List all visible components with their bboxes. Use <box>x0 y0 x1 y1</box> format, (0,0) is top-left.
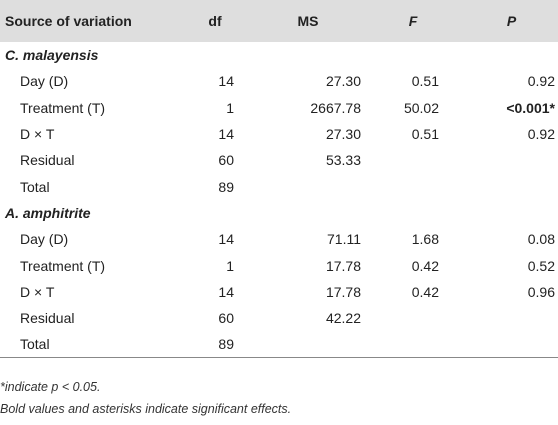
cell-ms: 17.78 <box>325 257 361 274</box>
cell-df: 14 <box>218 126 234 143</box>
cell-df: 14 <box>218 73 234 90</box>
cell-ms: 27.30 <box>325 73 361 90</box>
table-row: Day (D) 14 27.30 0.51 0.92 <box>0 68 558 94</box>
cell-df: 1 <box>226 99 234 116</box>
cell-f <box>361 305 465 331</box>
cell-df: 14 <box>218 283 234 300</box>
header-source: Source of variation <box>5 13 132 29</box>
cell-df: 14 <box>218 231 234 248</box>
cell-f: 0.42 <box>411 257 439 274</box>
cell-f <box>361 173 465 199</box>
table-row: Day (D) 14 71.11 1.68 0.08 <box>0 226 558 252</box>
table-footnotes: *indicate p < 0.05. Bold values and aste… <box>0 376 558 420</box>
table-row: D × T 14 27.30 0.51 0.92 <box>0 121 558 147</box>
header-row: Source of variation df MS F P <box>0 0 558 42</box>
cell-f <box>361 331 465 359</box>
table-row: Total 89 <box>0 331 558 359</box>
cell-df: 60 <box>218 152 234 169</box>
cell-ms: 2667.78 <box>310 99 361 116</box>
cell-f <box>361 147 465 173</box>
group-name: C. malayensis <box>5 47 99 64</box>
cell-source: Day (D) <box>20 231 69 248</box>
cell-p <box>465 147 558 173</box>
header-ms: MS <box>297 13 319 29</box>
cell-p <box>465 331 558 359</box>
cell-p: <0.001* <box>506 99 555 116</box>
cell-ms <box>255 173 361 199</box>
table-row: D × T 14 17.78 0.42 0.96 <box>0 279 558 305</box>
cell-ms: 71.11 <box>327 231 361 248</box>
cell-source: Residual <box>20 310 75 327</box>
table-row: Residual 60 42.22 <box>0 305 558 331</box>
cell-f: 50.02 <box>403 99 439 116</box>
group-row: A. amphitrite <box>0 200 558 226</box>
cell-df: 60 <box>218 310 234 327</box>
cell-source: Residual <box>20 152 75 169</box>
header-df: df <box>208 13 222 29</box>
cell-ms: 17.78 <box>325 283 361 300</box>
footnote-significance: *indicate p < 0.05. <box>0 380 101 394</box>
cell-f: 1.68 <box>411 231 439 248</box>
cell-ms: 27.30 <box>325 126 361 143</box>
cell-p: 0.96 <box>527 283 555 300</box>
cell-p: 0.92 <box>527 73 555 90</box>
table-body: C. malayensis Day (D) 14 27.30 0.51 0.92 Treat… <box>0 42 558 359</box>
anova-table: Source of variation df MS F P C. malayen… <box>0 0 558 359</box>
table-row: Residual 60 53.33 <box>0 147 558 173</box>
cell-p: 0.08 <box>527 231 555 248</box>
cell-df: 89 <box>175 331 255 359</box>
cell-ms: 53.33 <box>325 152 361 169</box>
cell-source: D × T <box>20 283 55 300</box>
group-name: A. amphitrite <box>5 204 91 221</box>
group-row: C. malayensis <box>0 42 558 68</box>
cell-source: Treatment (T) <box>20 257 106 274</box>
cell-p: 0.52 <box>527 257 555 274</box>
cell-ms <box>255 331 361 359</box>
cell-df: 89 <box>218 178 234 195</box>
table-row: Total 89 <box>0 173 558 199</box>
header-f: F <box>408 13 418 29</box>
cell-source: Treatment (T) <box>20 99 106 116</box>
cell-source: Total <box>0 331 175 359</box>
cell-p <box>465 305 558 331</box>
table-row: Treatment (T) 1 17.78 0.42 0.52 <box>0 252 558 278</box>
table-header: Source of variation df MS F P <box>0 0 558 42</box>
cell-p <box>465 173 558 199</box>
header-p: P <box>506 13 517 29</box>
cell-p: 0.92 <box>527 126 555 143</box>
cell-source: Day (D) <box>20 73 69 90</box>
cell-source: D × T <box>20 126 55 143</box>
cell-f: 0.51 <box>411 73 439 90</box>
cell-source: Total <box>20 178 50 195</box>
cell-ms: 42.22 <box>325 310 361 327</box>
footnote-bold-note: Bold values and asterisks indicate signi… <box>0 402 292 416</box>
cell-df: 1 <box>226 257 234 274</box>
cell-f: 0.42 <box>411 283 439 300</box>
cell-f: 0.51 <box>411 126 439 143</box>
table-row: Treatment (T) 1 2667.78 50.02 <0.001* <box>0 95 558 121</box>
